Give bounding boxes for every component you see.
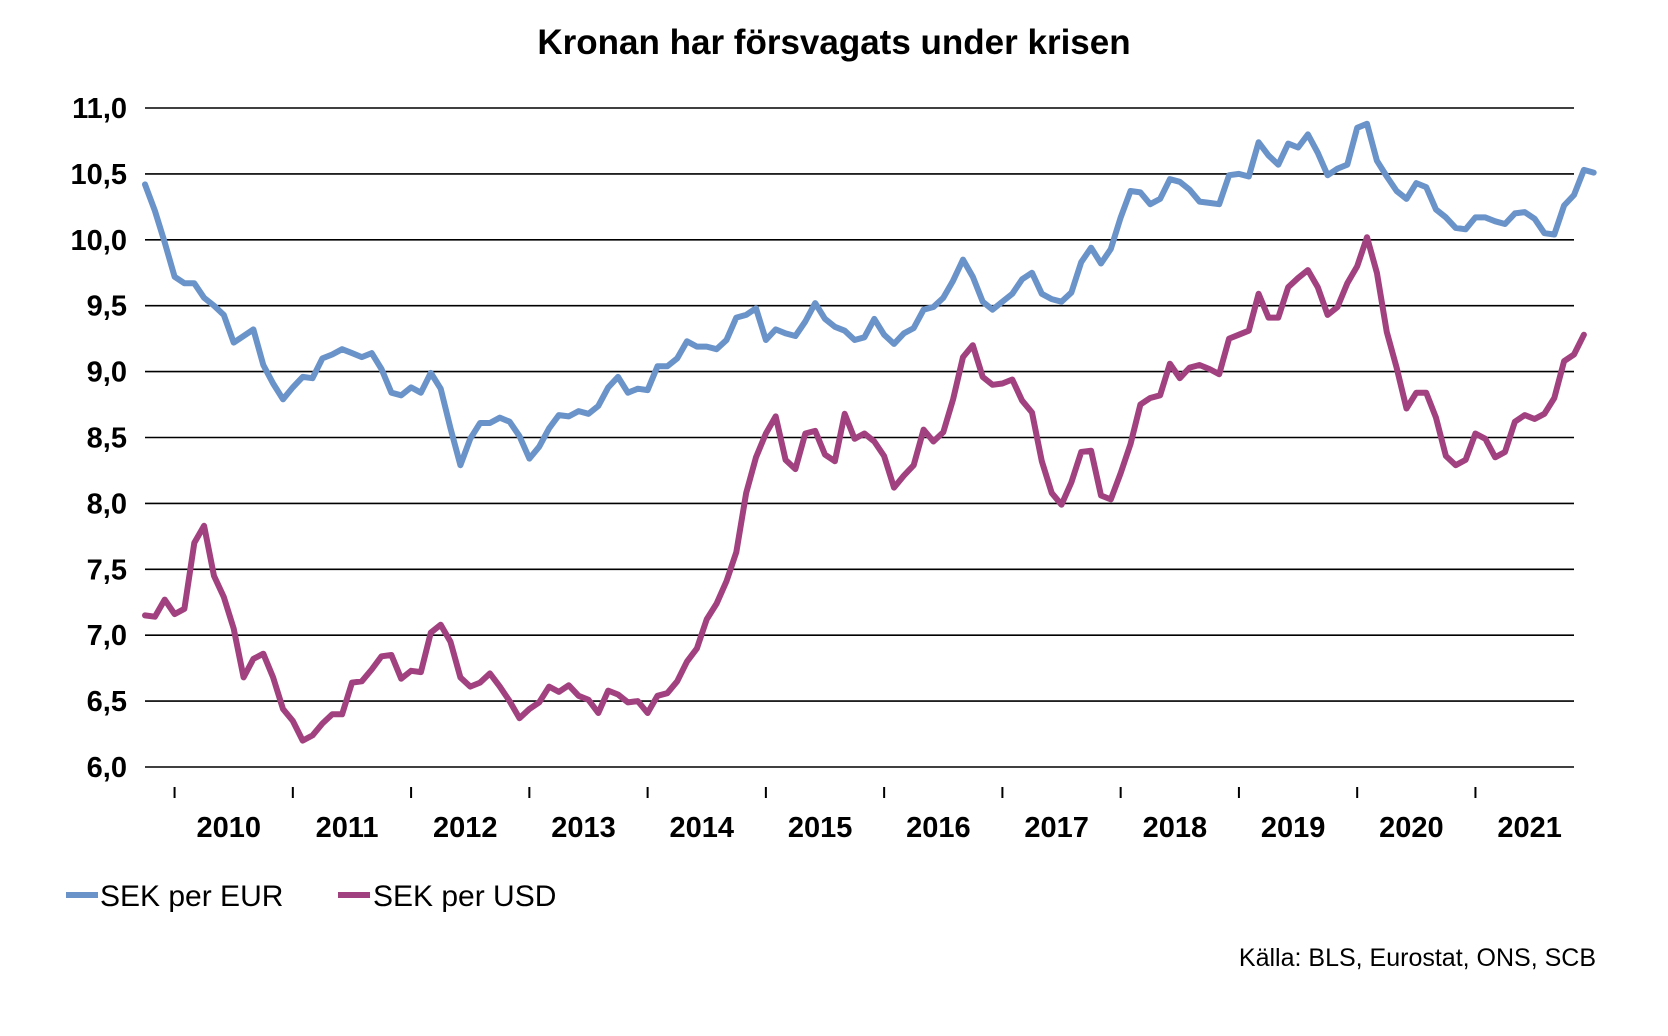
series-line-eur	[142, 120, 1597, 469]
y-tick-label: 11,0	[72, 93, 127, 125]
y-tick-label: 7,5	[87, 554, 127, 586]
y-tick-label: 9,0	[87, 357, 127, 389]
y-tick-label: 8,5	[87, 423, 127, 455]
x-tick-label: 2014	[670, 812, 735, 844]
y-tick-label: 7,0	[87, 620, 127, 652]
x-tick-label: 2020	[1379, 812, 1444, 844]
y-tick-label: 6,5	[87, 686, 127, 718]
y-tick-label: 10,5	[71, 159, 127, 191]
x-tick-label: 2021	[1497, 812, 1562, 844]
x-axis: 2010 2011 2012 2013 2014 2015 2016 2017 2018 2019…	[173, 787, 1562, 844]
y-tick-label: 8,0	[87, 488, 127, 520]
y-tick-label: 6,0	[87, 752, 127, 784]
legend: SEK per EUR SEK per USD	[66, 880, 556, 913]
y-tick-label: 9,5	[87, 291, 127, 323]
series-line-usd	[142, 234, 1587, 744]
x-tick-label: 2011	[316, 812, 379, 844]
chart-title: Kronan har försvagats under krisen	[537, 23, 1130, 62]
x-tick-label: 2017	[1024, 812, 1089, 844]
x-tick-label: 2013	[551, 812, 616, 844]
x-tick-label: 2015	[788, 812, 853, 844]
x-tick-label: 2012	[433, 812, 498, 844]
x-tick-label: 2018	[1143, 812, 1208, 844]
y-axis-ticks: 6,0 6,5 7,0 7,5 8,0 8,5 9,0 9,5 10,0 10,5 11,0	[71, 93, 127, 784]
legend-label-usd: SEK per USD	[373, 880, 556, 913]
x-tick-label: 2016	[906, 812, 971, 844]
series-lines	[142, 120, 1597, 744]
x-tick-label: 2010	[197, 812, 262, 844]
source-note: Källa: BLS, Eurostat, ONS, SCB	[1239, 944, 1596, 972]
x-tick-label: 2019	[1261, 812, 1326, 844]
y-tick-label: 10,0	[71, 225, 127, 257]
legend-label-eur: SEK per EUR	[100, 880, 283, 913]
